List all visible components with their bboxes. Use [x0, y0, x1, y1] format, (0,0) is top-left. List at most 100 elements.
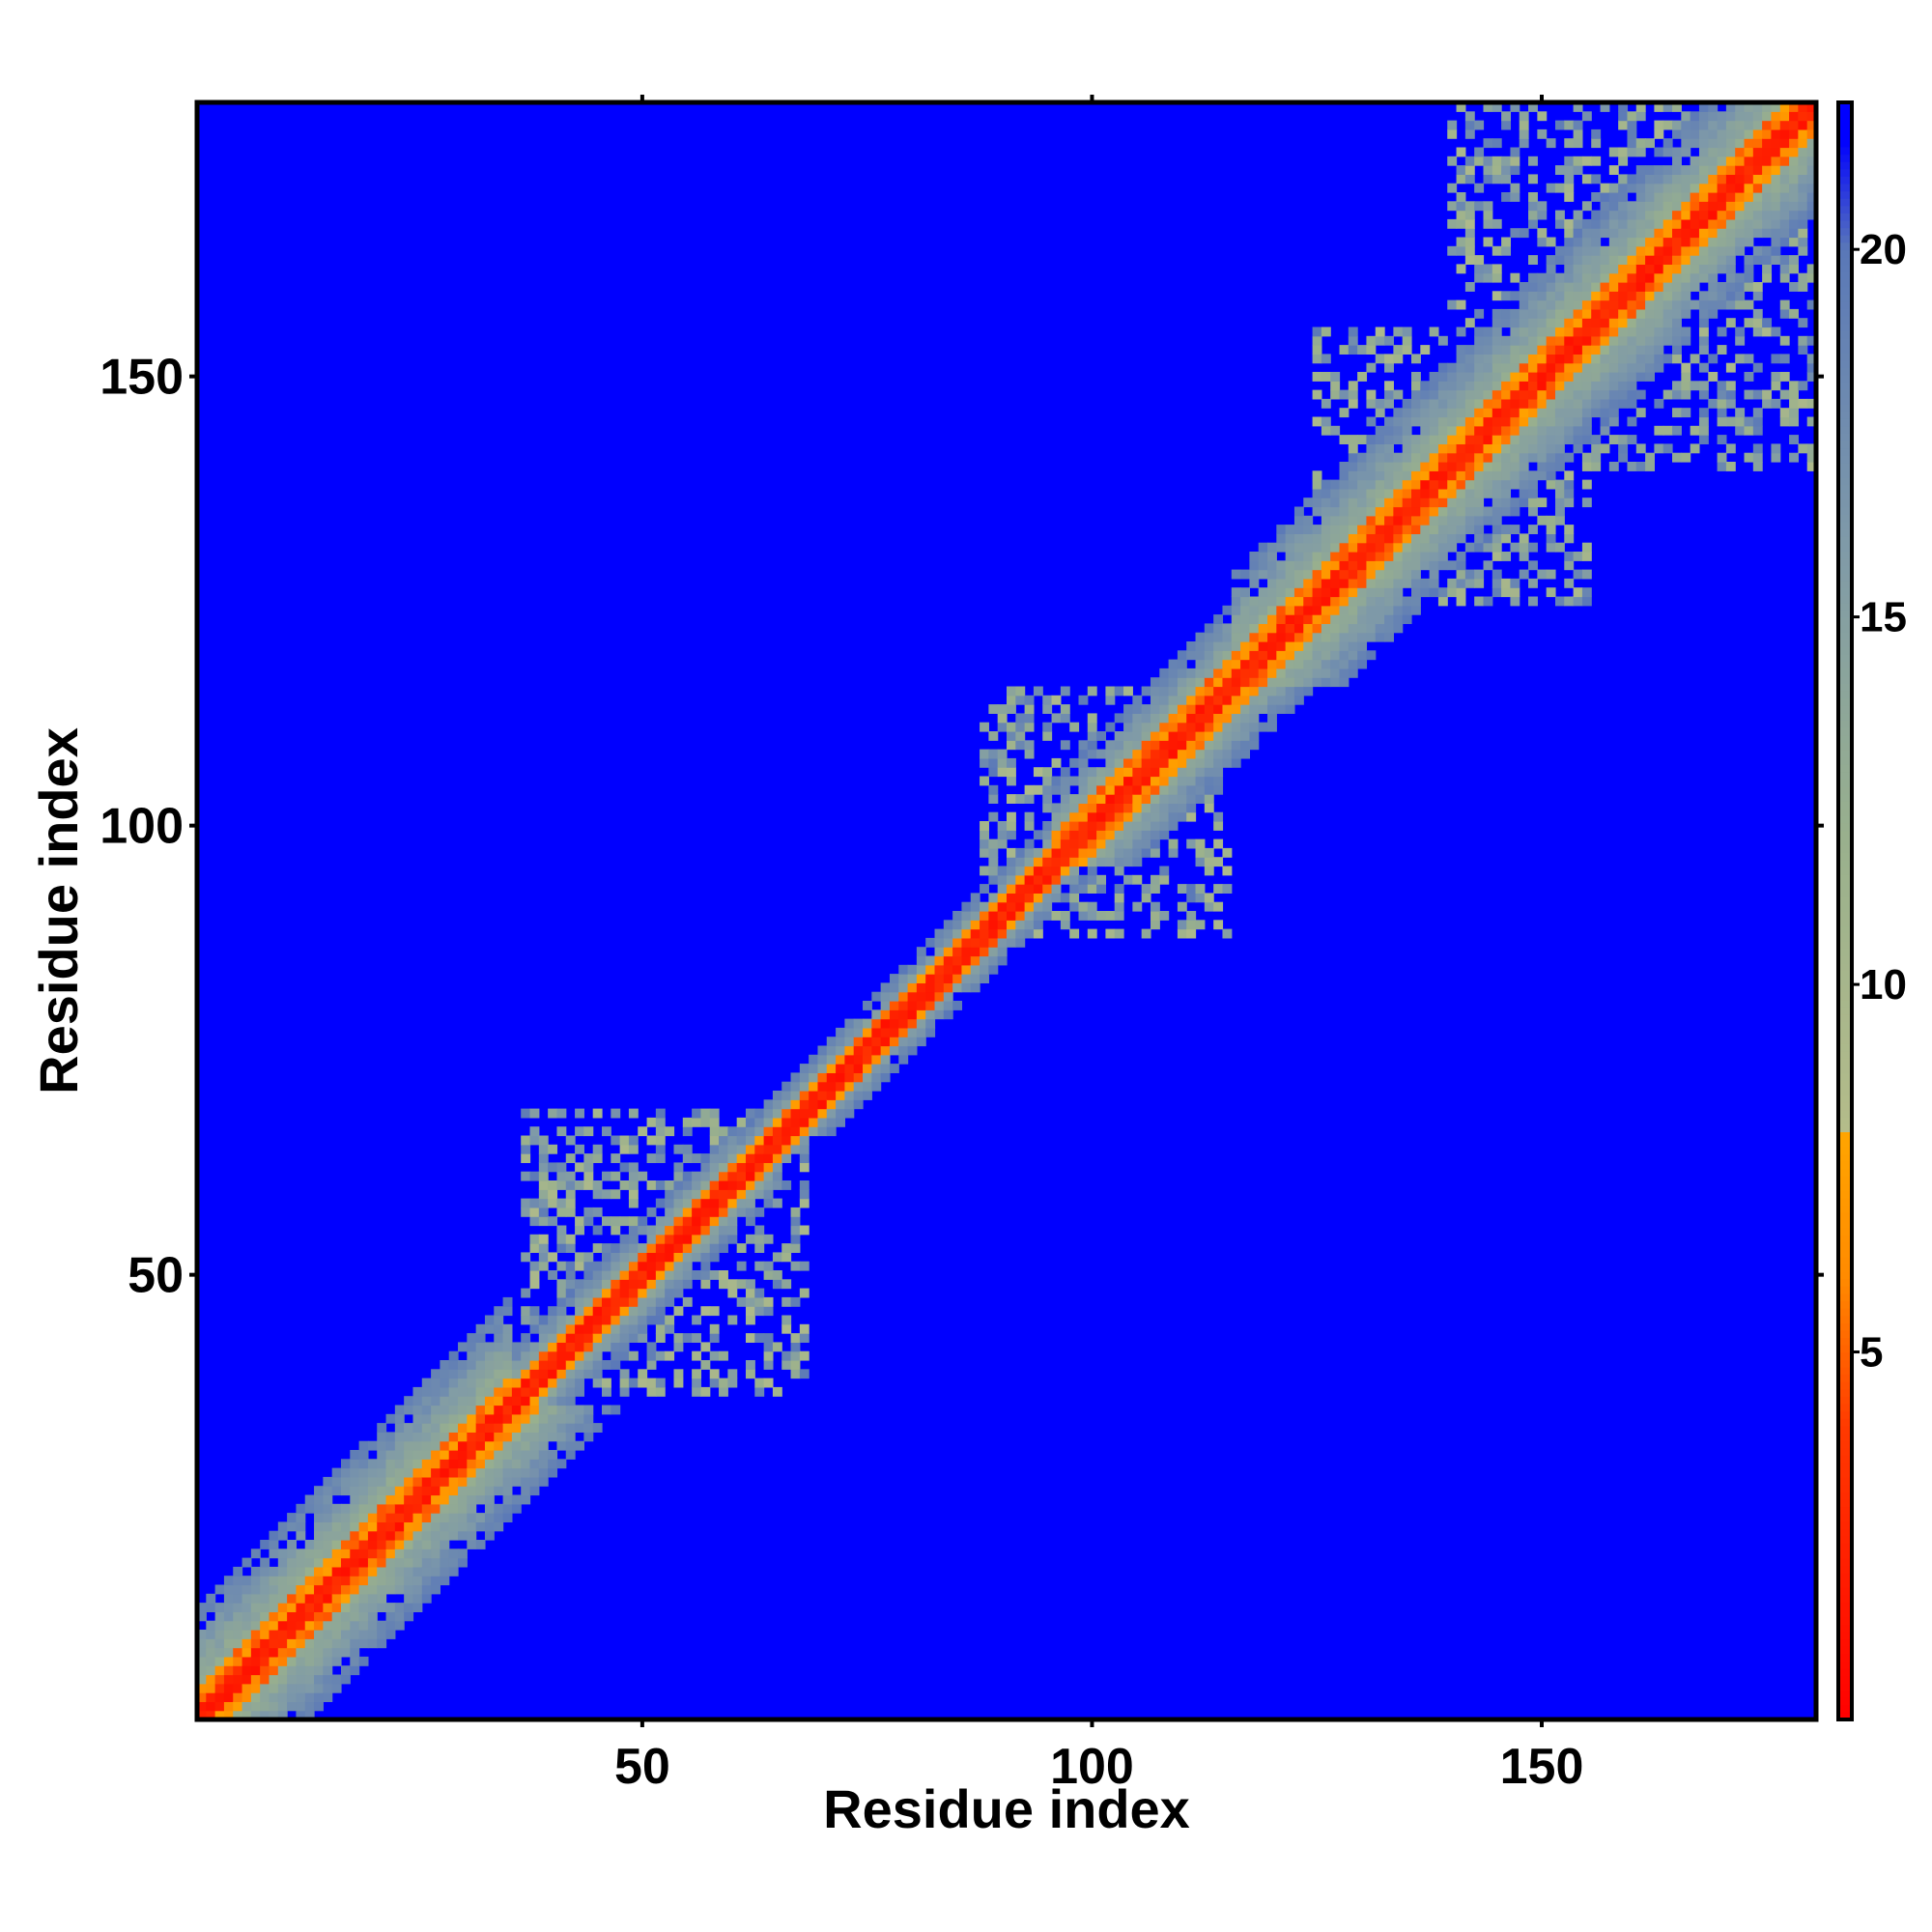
heatmap-cell [1429, 533, 1439, 544]
heatmap-cell [745, 1117, 755, 1127]
heatmap-cell [1015, 695, 1026, 705]
heatmap-cell [1537, 210, 1548, 220]
heatmap-cell [638, 1279, 648, 1290]
heatmap-cell [619, 1386, 630, 1397]
heatmap-cell [799, 1144, 810, 1154]
heatmap-cell [799, 1135, 810, 1146]
heatmap-cell [1285, 668, 1295, 678]
colorbar-segment [1838, 146, 1852, 156]
heatmap-cell [1779, 111, 1790, 122]
heatmap-cell [1456, 408, 1466, 418]
heatmap-cell [583, 1323, 594, 1334]
heatmap-cell [1725, 218, 1736, 229]
heatmap-cell [970, 974, 980, 983]
heatmap-cell [1492, 218, 1502, 229]
heatmap-cell [1635, 210, 1646, 220]
heatmap-cell [592, 1296, 603, 1307]
heatmap-cell [692, 1234, 702, 1244]
heatmap-cell [925, 1009, 936, 1020]
heatmap-cell [1672, 264, 1682, 274]
heatmap-cell [556, 1323, 567, 1334]
heatmap-cell [1483, 264, 1493, 274]
heatmap-cell [440, 1360, 450, 1370]
heatmap-cell [1456, 381, 1466, 391]
heatmap-cell [1779, 102, 1790, 112]
heatmap-cell [1798, 120, 1808, 130]
heatmap-cell [394, 1405, 405, 1415]
heatmap-cell [809, 1064, 819, 1073]
heatmap-cell [521, 1467, 531, 1478]
heatmap-cell [287, 1647, 298, 1658]
heatmap-cell [1744, 282, 1754, 292]
heatmap-cell [1456, 552, 1466, 561]
heatmap-cell [638, 1369, 648, 1379]
heatmap-cell [1672, 210, 1682, 220]
heatmap-cell [583, 1153, 594, 1163]
heatmap-cell [1348, 443, 1358, 454]
heatmap-cell [772, 1270, 782, 1280]
heatmap-cell [475, 1350, 486, 1361]
heatmap-cell [1348, 614, 1358, 624]
heatmap-cell [1698, 128, 1709, 139]
heatmap-cell [1222, 713, 1233, 724]
heatmap-cell [1069, 928, 1080, 939]
heatmap-cell [1627, 128, 1637, 139]
heatmap-cell [1437, 479, 1448, 490]
heatmap-cell [1492, 578, 1502, 588]
heatmap-cell [1492, 372, 1502, 382]
heatmap-cell [1312, 578, 1322, 588]
heatmap-cell [1357, 345, 1368, 355]
heatmap-cell [1681, 128, 1691, 139]
heatmap-cell [1339, 587, 1350, 598]
heatmap-cell [1546, 533, 1556, 544]
heatmap-cell [628, 1225, 639, 1236]
heatmap-cell [277, 1647, 288, 1658]
heatmap-cell [277, 1674, 288, 1685]
heatmap-cell [799, 1333, 810, 1343]
heatmap-cell [1725, 174, 1736, 185]
heatmap-cell [1483, 218, 1493, 229]
colorbar-segment [1838, 1205, 1852, 1213]
heatmap-cell [1635, 165, 1646, 175]
heatmap-cell [700, 1234, 711, 1244]
heatmap-cell [1564, 228, 1575, 239]
heatmap-cell [772, 1171, 782, 1181]
heatmap-cell [655, 1296, 666, 1307]
heatmap-cell [736, 1180, 747, 1190]
heatmap-cell [287, 1521, 298, 1532]
heatmap-cell [1375, 470, 1385, 481]
y-tick-label: 150 [99, 350, 184, 406]
heatmap-cell [538, 1189, 549, 1200]
heatmap-cell [314, 1638, 324, 1649]
heatmap-cell [1141, 928, 1151, 939]
heatmap-cell [206, 1593, 216, 1604]
heatmap-cell [1645, 452, 1655, 463]
heatmap-cell [1186, 677, 1197, 688]
heatmap-cell [367, 1467, 378, 1478]
heatmap-cell [484, 1503, 495, 1514]
heatmap-cell [538, 1261, 549, 1271]
heatmap-cell [1537, 425, 1548, 436]
heatmap-cell [250, 1576, 261, 1586]
heatmap-cell [1249, 578, 1260, 588]
heatmap-cell [1069, 838, 1080, 849]
heatmap-cell [556, 1378, 567, 1388]
heatmap-cell [367, 1494, 378, 1505]
heatmap-cell [1581, 408, 1592, 418]
heatmap-cell [1600, 408, 1610, 418]
heatmap-cell [1321, 488, 1331, 498]
heatmap-cell [421, 1440, 432, 1451]
heatmap-cell [358, 1656, 369, 1666]
heatmap-cell [1087, 928, 1097, 939]
colorbar-segment [1838, 903, 1852, 912]
heatmap-cell [1752, 210, 1763, 220]
heatmap-cell [1293, 614, 1304, 624]
heatmap-cell [475, 1413, 486, 1424]
heatmap-cell [1492, 488, 1502, 498]
heatmap-cell [1554, 443, 1565, 454]
heatmap-cell [934, 982, 945, 993]
heatmap-cell [1608, 381, 1619, 391]
heatmap-cell [907, 974, 918, 983]
heatmap-cell [592, 1288, 603, 1298]
heatmap-cell [1033, 874, 1043, 885]
